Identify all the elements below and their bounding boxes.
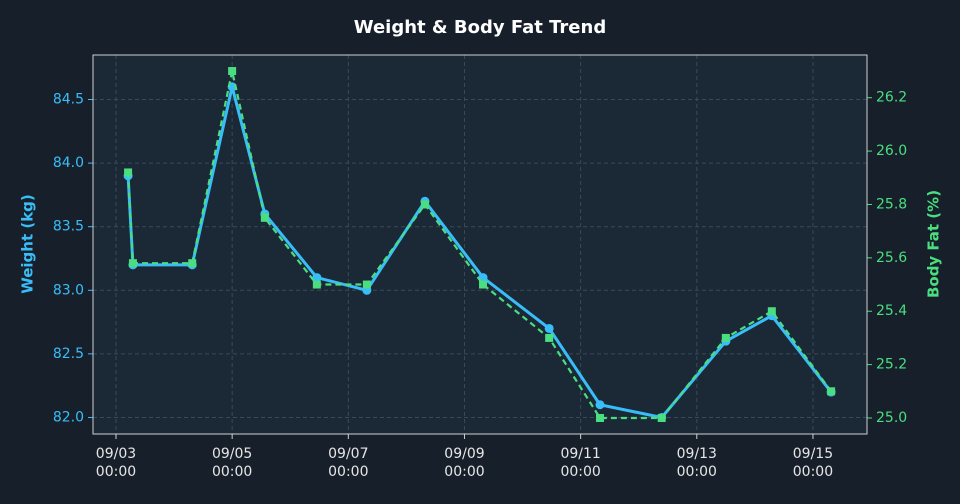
data-point (595, 413, 604, 422)
x-tick-label: 09/09 00:00 (444, 446, 484, 480)
data-point (479, 280, 488, 289)
y2-tick-label: 25.4 (876, 303, 907, 319)
data-point (544, 323, 554, 333)
y2-tick-label: 25.8 (876, 196, 907, 212)
y2-tick-label: 25.2 (876, 357, 907, 373)
data-point (228, 67, 237, 76)
y2-tick-label: 25.6 (876, 250, 907, 266)
plot-area (93, 55, 867, 434)
data-point (595, 400, 605, 410)
y-tick-label: 84.0 (53, 155, 84, 171)
y-tick-label: 83.5 (53, 219, 84, 235)
data-point (767, 307, 776, 316)
data-point (124, 168, 133, 177)
y2-tick-label: 26.0 (876, 143, 907, 159)
x-tick-label: 09/11 00:00 (560, 446, 600, 480)
data-point (362, 280, 371, 289)
y-axis-label: Weight (kg) (19, 194, 37, 294)
data-point (312, 280, 321, 289)
y-tick-label: 82.5 (53, 346, 84, 362)
y2-axis-label: Body Fat (%) (925, 190, 943, 298)
y2-tick-label: 25.0 (876, 410, 907, 426)
chart-title: Weight & Body Fat Trend (354, 17, 606, 38)
data-point (188, 259, 197, 268)
data-point (657, 413, 666, 422)
x-tick-label: 09/05 00:00 (212, 446, 252, 480)
data-point (827, 387, 836, 396)
x-tick-label: 09/15 00:00 (793, 446, 833, 480)
data-point (420, 200, 429, 209)
data-point (545, 333, 554, 342)
y-tick-label: 84.5 (53, 92, 84, 108)
y-tick-label: 82.0 (53, 409, 84, 425)
y-tick-label: 83.0 (53, 282, 84, 298)
x-tick-label: 09/03 00:00 (96, 446, 136, 480)
data-point (721, 333, 730, 342)
data-point (312, 273, 322, 283)
x-tick-label: 09/13 00:00 (677, 446, 717, 480)
y2-tick-label: 26.2 (876, 90, 907, 106)
data-point (260, 213, 269, 222)
data-point (128, 259, 137, 268)
x-tick-label: 09/07 00:00 (328, 446, 368, 480)
plot-frame (92, 54, 868, 435)
